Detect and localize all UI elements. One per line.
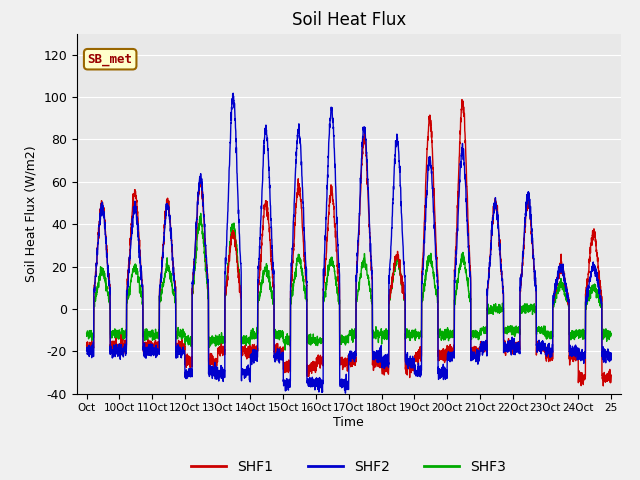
SHF2 xyxy=(416,369,424,374)
SHF3 xyxy=(607,332,615,338)
SHF1 xyxy=(527,217,535,223)
Legend: SHF1, SHF2, SHF3: SHF1, SHF2, SHF3 xyxy=(186,455,512,480)
SHF3 xyxy=(462,270,470,276)
SHF1 xyxy=(190,264,198,270)
Line: SHF1: SHF1 xyxy=(86,99,611,386)
SHF3 xyxy=(83,331,90,336)
SHF2 xyxy=(229,90,237,96)
SHF3 xyxy=(602,331,609,337)
SHF2 xyxy=(602,347,609,353)
SHF3 xyxy=(527,303,535,309)
X-axis label: Time: Time xyxy=(333,416,364,429)
Y-axis label: Soil Heat Flux (W/m2): Soil Heat Flux (W/m2) xyxy=(25,145,38,282)
SHF1 xyxy=(495,244,503,250)
SHF2 xyxy=(462,196,470,202)
SHF3 xyxy=(496,302,504,308)
SHF2 xyxy=(190,264,198,269)
Line: SHF2: SHF2 xyxy=(86,93,611,393)
SHF2 xyxy=(342,390,349,396)
SHF2 xyxy=(83,348,90,354)
SHF1 xyxy=(83,343,90,348)
SHF1 xyxy=(602,379,609,385)
Text: SB_met: SB_met xyxy=(88,53,132,66)
SHF1 xyxy=(458,96,466,102)
SHF1 xyxy=(462,160,470,166)
Line: SHF3: SHF3 xyxy=(86,214,611,350)
Title: Soil Heat Flux: Soil Heat Flux xyxy=(292,11,406,29)
SHF2 xyxy=(496,245,504,251)
SHF3 xyxy=(416,332,424,338)
SHF1 xyxy=(607,372,615,378)
SHF1 xyxy=(416,351,424,357)
SHF3 xyxy=(197,211,205,216)
SHF1 xyxy=(600,383,607,389)
SHF3 xyxy=(190,281,198,287)
SHF2 xyxy=(607,357,615,363)
SHF3 xyxy=(282,347,289,353)
SHF2 xyxy=(527,214,535,220)
